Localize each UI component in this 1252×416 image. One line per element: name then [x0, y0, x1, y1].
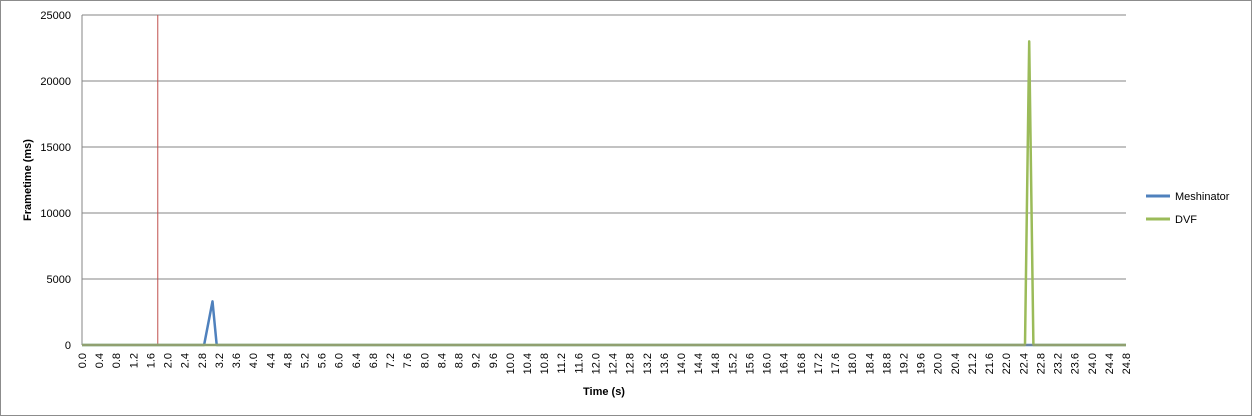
x-tick-label-5: 2.0	[163, 353, 175, 368]
x-tick-label-21: 8.4	[436, 353, 448, 368]
x-tick-label-48: 19.2	[899, 353, 911, 374]
x-tick-label-34: 13.6	[659, 353, 671, 374]
x-tick-label-31: 12.4	[608, 353, 620, 374]
x-tick-label-0: 0.0	[77, 353, 89, 368]
x-tick-label-3: 1.2	[128, 353, 140, 368]
legend: Meshinator DVF	[1146, 191, 1230, 226]
y-tick-label-1: 5000	[47, 274, 71, 286]
x-tick-label-51: 20.4	[950, 353, 962, 374]
x-tick-label-46: 18.4	[864, 353, 876, 374]
x-tick-label-22: 8.8	[454, 353, 466, 368]
x-tick-label-60: 24.4	[1104, 353, 1116, 374]
x-tick-label-26: 10.4	[522, 353, 534, 374]
x-tick-labels: 0.0 0.4 0.8 1.2 1.6 2.0 2.4 2.8 3.2 3.6 4.0 4.4 4.8 5…	[77, 353, 1133, 374]
x-tick-label-45: 18.0	[847, 353, 859, 374]
x-tick-label-54: 22.0	[1001, 353, 1013, 374]
x-tick-label-30: 12.0	[590, 353, 602, 374]
x-tick-label-8: 3.2	[214, 353, 226, 368]
x-tick-label-24: 9.6	[488, 353, 500, 368]
series-line-dvf	[82, 40, 1126, 347]
x-tick-label-29: 11.6	[573, 353, 585, 374]
x-tick-label-50: 20.0	[933, 353, 945, 374]
x-tick-label-47: 18.8	[881, 353, 893, 374]
x-tick-label-10: 4.0	[248, 353, 260, 368]
x-tick-label-52: 21.2	[967, 353, 979, 374]
y-tick-label-2: 10000	[40, 208, 71, 220]
x-tick-label-49: 19.6	[916, 353, 928, 374]
x-tick-label-1: 0.4	[94, 353, 106, 368]
y-tick-label-4: 20000	[40, 76, 71, 88]
x-tick-label-55: 22.4	[1018, 353, 1030, 374]
x-tick-label-35: 14.0	[676, 353, 688, 374]
x-tick-label-12: 4.8	[282, 353, 294, 368]
x-tick-label-18: 7.2	[385, 353, 397, 368]
x-tick-label-2: 0.8	[111, 353, 123, 368]
x-tick-label-15: 6.0	[334, 353, 346, 368]
legend-label-dvf: DVF	[1175, 214, 1197, 226]
x-tick-label-17: 6.8	[368, 353, 380, 368]
x-tick-label-11: 4.4	[265, 353, 277, 368]
gridlines	[81, 14, 1126, 346]
series-line-meshinator	[82, 300, 1126, 347]
x-tick-label-38: 15.2	[727, 353, 739, 374]
y-tick-label-0: 0	[65, 340, 71, 352]
x-tick-label-61: 24.8	[1121, 353, 1133, 374]
x-tick-label-58: 23.6	[1070, 353, 1082, 374]
series-lines	[82, 40, 1126, 347]
legend-label-meshinator: Meshinator	[1175, 191, 1230, 203]
x-tick-label-36: 14.4	[693, 353, 705, 374]
y-tick-label-5: 25000	[40, 10, 71, 22]
x-tick-label-27: 10.8	[539, 353, 551, 374]
x-tick-label-40: 16.0	[762, 353, 774, 374]
x-tick-label-37: 14.8	[710, 353, 722, 374]
x-tick-label-16: 6.4	[351, 353, 363, 368]
x-tick-label-42: 16.8	[796, 353, 808, 374]
x-tick-label-53: 21.6	[984, 353, 996, 374]
x-tick-label-20: 8.0	[419, 353, 431, 368]
x-tick-label-43: 17.2	[813, 353, 825, 374]
x-tick-label-23: 9.2	[471, 353, 483, 368]
x-tick-label-4: 1.6	[145, 353, 157, 368]
x-tick-label-59: 24.0	[1087, 353, 1099, 374]
x-tick-label-13: 5.2	[299, 353, 311, 368]
x-tick-label-56: 22.8	[1035, 353, 1047, 374]
x-tick-label-7: 2.8	[197, 353, 209, 368]
y-tick-labels: 0 5000 10000 15000 20000 25000	[40, 10, 71, 352]
x-tick-label-39: 15.6	[744, 353, 756, 374]
x-tick-label-14: 5.6	[317, 353, 329, 368]
x-axis-title: Time (s)	[583, 386, 625, 398]
y-tick-label-3: 15000	[40, 142, 71, 154]
x-tick-label-25: 10.0	[505, 353, 517, 374]
x-tick-label-6: 2.4	[180, 353, 192, 368]
x-tick-label-57: 23.2	[1053, 353, 1065, 374]
x-tick-label-41: 16.4	[779, 353, 791, 374]
x-tick-label-33: 13.2	[642, 353, 654, 374]
x-tick-label-44: 17.6	[830, 353, 842, 374]
x-tick-label-9: 3.6	[231, 353, 243, 368]
x-tick-label-28: 11.2	[556, 353, 568, 374]
x-tick-label-19: 7.6	[402, 353, 414, 368]
x-tick-label-32: 12.8	[625, 353, 637, 374]
y-axis-title: Frametime (ms)	[22, 139, 34, 221]
